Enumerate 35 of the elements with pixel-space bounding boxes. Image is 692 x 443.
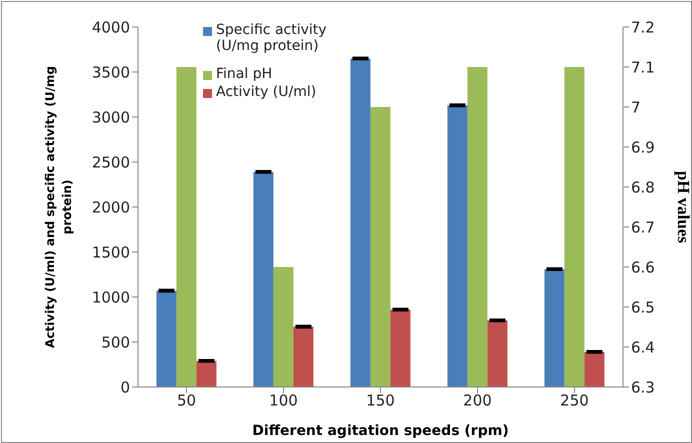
y2-tick-label: 7.2: [631, 18, 655, 36]
y2-tick-label: 6.3: [631, 378, 655, 396]
y-tick-label: 3500: [92, 63, 130, 82]
y-tick-label: 1500: [92, 243, 130, 262]
x-tick-label: 250: [560, 392, 589, 410]
y-tick-label: 1000: [92, 288, 130, 306]
y2-tick-label: 6.5: [631, 298, 655, 316]
x-tick-label: 150: [366, 392, 395, 410]
y2-tick-label: 6.8: [631, 178, 655, 196]
bar: [487, 320, 508, 387]
bar: [584, 352, 604, 387]
y-tick-label: 4000: [92, 18, 130, 36]
y2-axis-title: pH values: [674, 170, 692, 244]
y2-tick-label: 6.6: [631, 258, 655, 276]
y-tick-label: 2000: [92, 198, 130, 216]
legend-label: Final pH: [216, 66, 272, 82]
x-axis-title: Different agitation speeds (rpm): [252, 423, 509, 439]
bar: [156, 290, 176, 387]
y-axis-title: Activity (U/ml) and specific activity (U/mg protein): [43, 66, 74, 348]
y-tick-label: 500: [101, 333, 130, 352]
y-tick-label: 3000: [92, 108, 130, 126]
y2-tick-label: 7.1: [631, 58, 655, 76]
x-tick-label: 50: [176, 392, 196, 410]
y-tick-label: 0: [120, 378, 130, 396]
legend-label: Specific activity (U/mg protein): [216, 22, 328, 54]
x-tick-label: 200: [463, 392, 492, 410]
y2-tick-label: 6.7: [631, 218, 655, 236]
y2-tick-label: 6.4: [631, 338, 655, 356]
y-tick-label: 2500: [92, 153, 130, 172]
y2-tick-label: 6.9: [631, 138, 655, 156]
legend-label: Activity (U/ml): [216, 84, 316, 100]
bar: [196, 360, 216, 387]
bar: [390, 310, 410, 387]
y2-tick-label: 7: [631, 98, 641, 116]
x-tick-label: 100: [269, 392, 298, 410]
